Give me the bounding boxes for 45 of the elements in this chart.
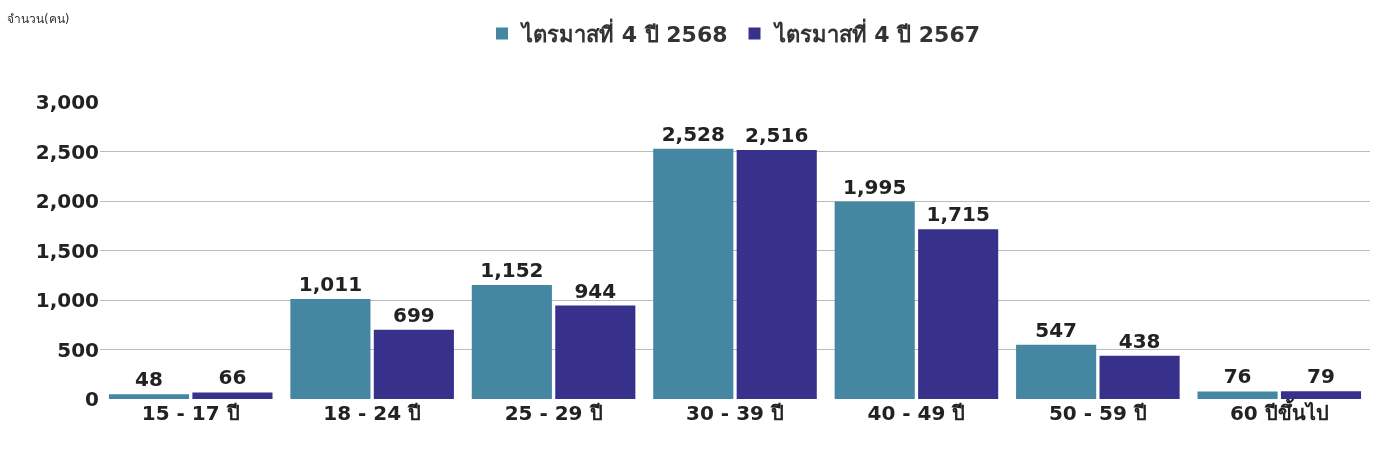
data-label: 66	[218, 365, 247, 390]
bar	[834, 201, 915, 399]
bar	[290, 298, 371, 399]
x-tick-label: 30 - 39 ปี	[686, 401, 784, 425]
bar	[1280, 391, 1362, 399]
y-tick-label: 1,500	[35, 238, 99, 263]
bar	[471, 284, 552, 399]
data-label: 76	[1223, 364, 1252, 389]
bar	[555, 305, 636, 399]
data-label: 699	[392, 302, 435, 327]
bar	[1099, 355, 1180, 399]
text: จำนวน(คน)	[7, 12, 70, 26]
legend-label: ไตรมาสที่ 4 ปี 2568	[520, 18, 728, 48]
bar	[918, 229, 999, 399]
data-label: 1,152	[480, 257, 544, 282]
data-label: 2,516	[745, 122, 809, 147]
bar	[1016, 344, 1097, 399]
bar	[1197, 391, 1278, 399]
y-tick-label: 1,000	[35, 288, 99, 312]
y-tick-label: 500	[57, 337, 99, 362]
data-label: 1,995	[843, 174, 907, 199]
data-label: 547	[1035, 317, 1078, 342]
data-label: 2,528	[661, 121, 725, 146]
data-label: 48	[135, 367, 163, 392]
x-tick-label: 60 ปีขึ้นไป	[1229, 398, 1329, 425]
x-tick-label: 25 - 29 ปี	[504, 401, 603, 425]
y-tick-label: 3,000	[35, 90, 99, 114]
x-tick-label: 40 - 49 ปี	[867, 401, 966, 425]
x-tick-label: 15 - 17 ปี	[141, 401, 240, 425]
bar	[192, 392, 273, 399]
data-label: 438	[1118, 328, 1161, 353]
bar	[108, 394, 190, 399]
bar	[736, 149, 817, 399]
data-label: 944	[574, 278, 617, 303]
bar	[653, 148, 734, 399]
legend-label: ไตรมาสที่ 4 ปี 2567	[772, 18, 981, 48]
data-label: 79	[1307, 364, 1335, 389]
y-tick-label: 2,500	[35, 139, 99, 164]
x-tick-label: 50 - 59 ปี	[1048, 401, 1147, 425]
bar	[373, 329, 454, 399]
data-label: 1,011	[298, 271, 363, 296]
x-tick-label: 18 - 24 ปี	[323, 401, 422, 425]
data-label: 1,715	[926, 202, 990, 227]
y-tick-label: 0	[85, 387, 99, 411]
y-tick-label: 2,000	[35, 189, 99, 213]
